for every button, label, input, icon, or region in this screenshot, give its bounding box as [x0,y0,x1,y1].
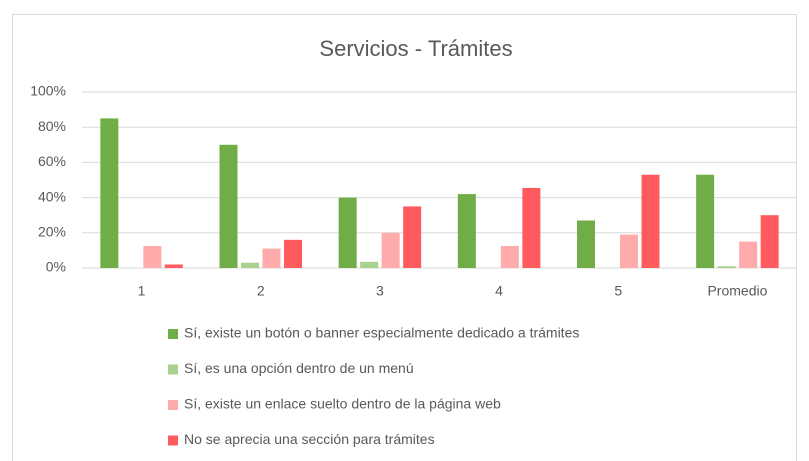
legend-swatch [168,329,178,339]
x-tick-label: Promedio [707,283,767,299]
bar [577,220,595,268]
bar [360,261,379,268]
bar [241,262,259,268]
bar [164,264,183,268]
y-tick-label: 20% [38,224,66,240]
bar [620,234,638,268]
legend-swatch [168,400,178,410]
legend-label: Sí, existe un enlace suelto dentro de la… [184,396,501,412]
y-tick-label: 40% [38,188,66,204]
bar [219,144,238,268]
bar [143,246,162,268]
x-tick-label: 4 [495,283,503,299]
chart-title: Servicios - Trámites [319,36,512,61]
bar [500,246,519,268]
legend-label: No se aprecia una sección para trámites [184,431,435,447]
bar [641,174,660,268]
x-tick-label: 3 [376,283,384,299]
x-tick-label: 5 [614,283,622,299]
bar [760,215,779,268]
bar [457,194,476,268]
bar [696,174,715,268]
bar [739,241,758,268]
y-tick-label: 80% [38,118,66,134]
bar [100,118,119,269]
bar [262,248,281,268]
bar [717,266,736,268]
y-tick-label: 60% [38,153,66,169]
x-tick-label: 2 [257,283,265,299]
legend-swatch [168,435,178,446]
y-tick-label: 100% [30,83,66,99]
bar [284,239,302,268]
bar [338,197,357,268]
bar [522,187,541,268]
x-tick-label: 1 [138,283,146,299]
legend-swatch [168,364,178,375]
bar [381,232,400,268]
y-tick-label: 0% [46,259,66,275]
bar [403,206,422,268]
legend-label: Sí, existe un botón o banner especialmen… [184,325,579,341]
legend-label: Sí, es una opción dentro de un menú [184,360,414,376]
